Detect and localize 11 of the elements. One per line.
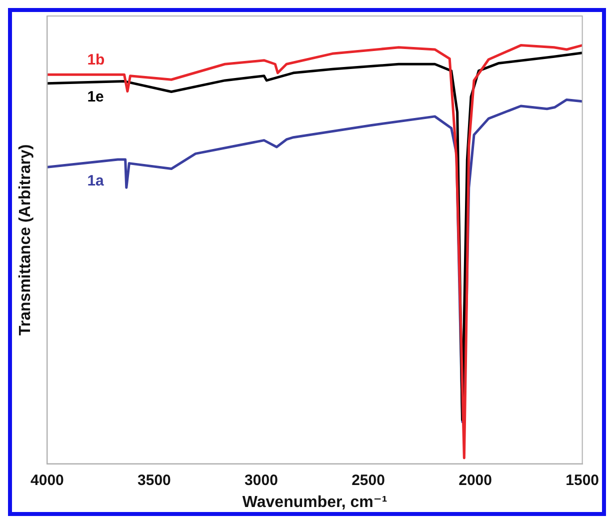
series-label: 1e bbox=[87, 88, 104, 106]
x-tick-label: 3500 bbox=[138, 472, 171, 489]
x-tick-label: 1500 bbox=[566, 472, 600, 489]
x-tick-label: 2500 bbox=[352, 472, 385, 489]
x-axis-title: Wavenumber, cm⁻¹ bbox=[242, 494, 388, 511]
y-axis-title: Transmittance (Arbitrary) bbox=[17, 144, 34, 336]
series-label: 1a bbox=[87, 172, 105, 190]
series-label: 1b bbox=[87, 52, 105, 69]
x-tick-label: 2000 bbox=[458, 472, 492, 489]
x-tick-label: 3000 bbox=[244, 472, 278, 489]
x-tick-label: 4000 bbox=[30, 472, 64, 489]
